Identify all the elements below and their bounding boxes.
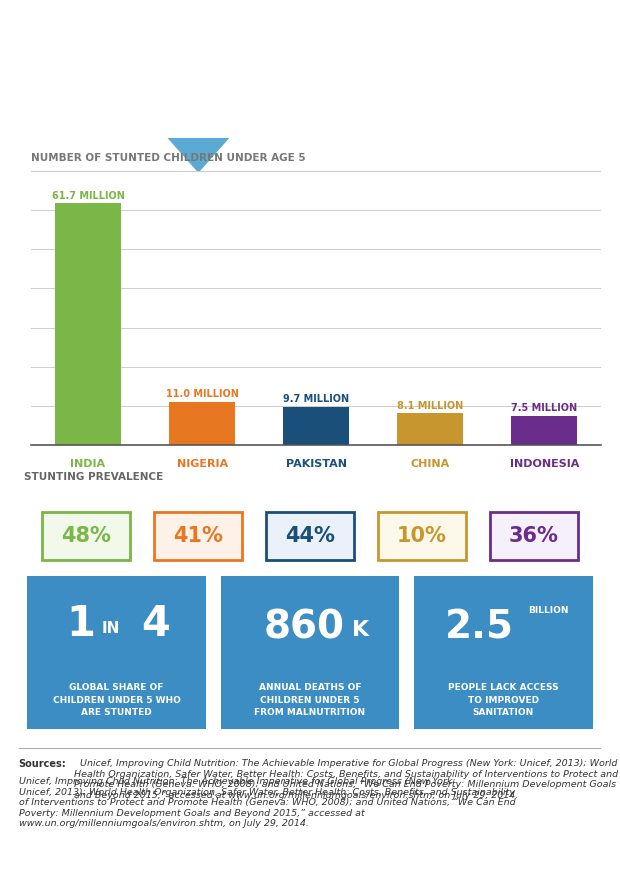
Text: PAKISTAN: PAKISTAN [286, 459, 347, 469]
Text: INDIA: INDIA [71, 459, 105, 469]
Bar [397, 414, 463, 445]
Text: FOUR OF THE TOP FIVE COUNTRIES WITH THE LARGEST NUMBER: FOUR OF THE TOP FIVE COUNTRIES WITH THE … [16, 28, 620, 46]
FancyBboxPatch shape [490, 512, 578, 560]
FancyBboxPatch shape [378, 512, 466, 560]
Text: 2.5: 2.5 [445, 608, 514, 646]
FancyBboxPatch shape [42, 512, 130, 560]
Text: NIGERIA: NIGERIA [177, 459, 228, 469]
Text: IN: IN [102, 622, 120, 636]
Bar [169, 402, 235, 445]
Text: 860: 860 [264, 608, 345, 646]
Text: 10%: 10% [397, 526, 447, 546]
Bar [512, 416, 577, 445]
Polygon shape [167, 138, 229, 173]
Text: 9.7 MILLION: 9.7 MILLION [283, 395, 349, 404]
Text: Sources:: Sources: [19, 760, 66, 769]
Text: STUNTING PREVALENCE: STUNTING PREVALENCE [24, 471, 164, 482]
FancyBboxPatch shape [154, 512, 242, 560]
Text: ANNUAL DEATHS OF
CHILDREN UNDER 5
FROM MALNUTRITION: ANNUAL DEATHS OF CHILDREN UNDER 5 FROM M… [254, 684, 366, 718]
Text: BILLION: BILLION [528, 606, 569, 615]
FancyBboxPatch shape [27, 576, 206, 729]
Text: INDONESIA: INDONESIA [510, 459, 579, 469]
Text: 41%: 41% [173, 526, 223, 546]
Text: 7.5 MILLION: 7.5 MILLION [512, 403, 577, 413]
Text: 4: 4 [141, 602, 170, 644]
FancyBboxPatch shape [266, 512, 354, 560]
Text: 8.1 MILLION: 8.1 MILLION [397, 401, 463, 410]
FancyBboxPatch shape [221, 576, 399, 729]
Text: GLOBAL SHARE OF
CHILDREN UNDER 5 WHO
ARE STUNTED: GLOBAL SHARE OF CHILDREN UNDER 5 WHO ARE… [53, 684, 180, 718]
Text: 61.7 MILLION: 61.7 MILLION [51, 190, 125, 201]
Bar [283, 407, 349, 445]
Text: Unicef, Improving Child Nutrition: The Achievable Imperative for Global Progress: Unicef, Improving Child Nutrition: The A… [19, 777, 515, 828]
Text: K: K [352, 621, 369, 641]
Text: OF THE WORLD'S STUNTED CHILDREN ARE IN ASIA.: OF THE WORLD'S STUNTED CHILDREN ARE IN A… [16, 87, 516, 106]
Text: PEOPLE LACK ACCESS
TO IMPROVED
SANITATION: PEOPLE LACK ACCESS TO IMPROVED SANITATIO… [448, 684, 559, 718]
Text: NUMBER OF STUNTED CHILDREN UNDER AGE 5: NUMBER OF STUNTED CHILDREN UNDER AGE 5 [31, 153, 306, 162]
Bar [55, 203, 121, 445]
Text: 44%: 44% [285, 526, 335, 546]
FancyBboxPatch shape [414, 576, 593, 729]
Text: Unicef, Improving Child Nutrition: The Achievable Imperative for Global Progress: Unicef, Improving Child Nutrition: The A… [74, 760, 618, 800]
Text: 48%: 48% [61, 526, 111, 546]
Text: 11.0 MILLION: 11.0 MILLION [166, 389, 239, 399]
Text: CHINA: CHINA [410, 459, 450, 469]
Text: 1: 1 [66, 602, 95, 644]
Text: 36%: 36% [509, 526, 559, 546]
